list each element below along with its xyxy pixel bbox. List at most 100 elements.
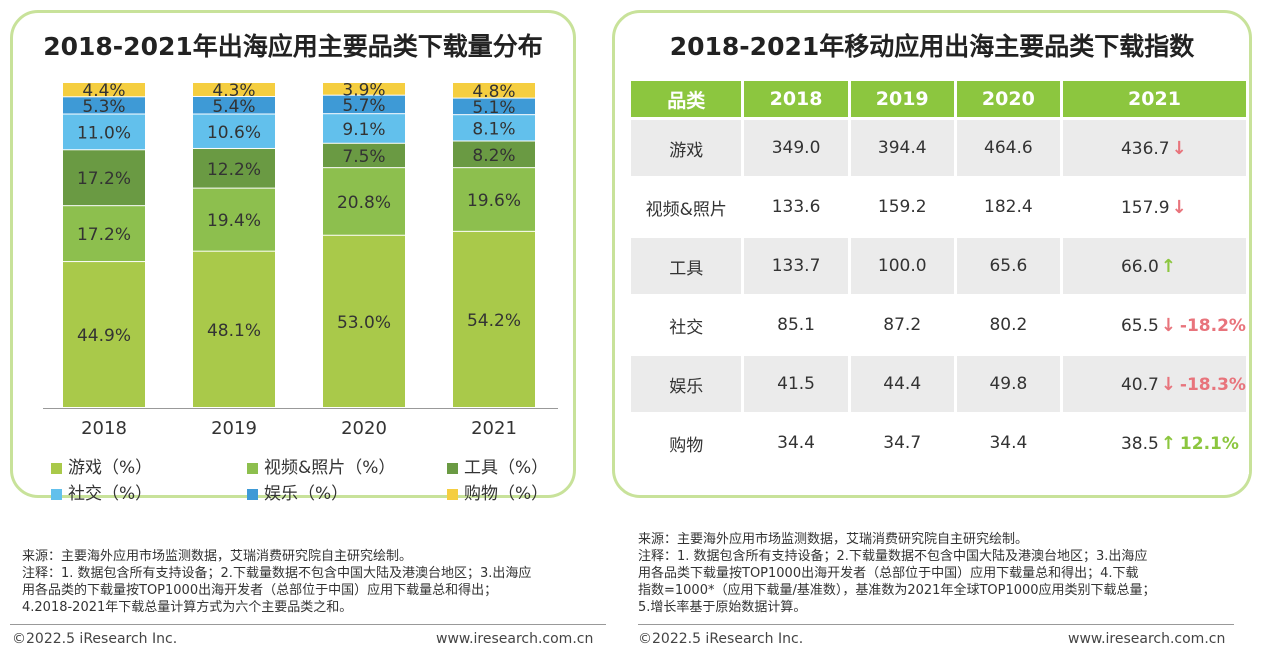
legend-label-video: 视频&照片（%）	[264, 458, 396, 478]
header-2018: 2018	[742, 81, 851, 120]
cell-2020: 49.8	[955, 354, 1063, 415]
table-row: 娱乐 41.5 44.4 49.8 40.7 ↓ -18.3%	[631, 354, 1250, 415]
value-2021: 65.5	[1120, 315, 1159, 336]
data-label: 12.2%	[207, 160, 261, 180]
data-label: 5.3%	[82, 97, 125, 117]
value-2021: 436.7	[1120, 138, 1170, 159]
left-footer-copyright: ©2022.5 iResearch Inc.	[12, 631, 178, 647]
x-tick-label: 2020	[341, 418, 387, 439]
data-label: 54.2%	[467, 311, 521, 331]
cell-2019: 394.4	[849, 118, 957, 179]
cell-2019: 34.7	[849, 413, 957, 474]
value-2021: 157.9	[1120, 197, 1170, 218]
data-label: 8.1%	[472, 119, 515, 139]
arrow-up-icon: ↑	[1160, 255, 1176, 277]
legend-item-ent: 娱乐（%）	[247, 479, 348, 504]
arrow-down-icon: ↓	[1160, 373, 1176, 395]
index-table-title: 2018-2021年移动应用出海主要品类下载指数	[669, 32, 1195, 61]
legend-item-video: 视频&照片（%）	[247, 453, 395, 478]
value-2021: 40.7	[1120, 374, 1159, 395]
data-label: 5.4%	[212, 97, 255, 117]
table-row: 工具 133.7 100.0 65.6 66.0 ↑	[631, 236, 1250, 297]
legend-swatch-video	[247, 462, 258, 474]
bar-segment	[63, 262, 145, 407]
bar-segment	[453, 83, 535, 98]
left-note-source: 来源：主要海外应用市场监测数据，艾瑞消费研究院自主研究绘制。	[22, 549, 413, 564]
arrow-up-icon: ↑	[1160, 432, 1176, 454]
data-label: 19.4%	[207, 211, 261, 231]
bar-segment	[323, 235, 405, 407]
table-body: 游戏 349.0 394.4 464.6 436.7 ↓ 视频&照片 133.6 159.2 18…	[631, 118, 1250, 474]
bar-segment	[193, 96, 275, 114]
right-footer-divider	[638, 624, 1234, 625]
header-2021: 2021	[1061, 81, 1250, 120]
left-footer-divider	[10, 624, 606, 625]
bar-segment	[193, 114, 275, 148]
data-label: 4.3%	[212, 81, 255, 101]
legend-item-shop: 购物（%）	[447, 479, 548, 504]
legend-label-ent: 娱乐（%）	[264, 484, 349, 504]
bar-segment	[193, 83, 275, 96]
cell-category: 娱乐	[631, 354, 745, 415]
legend-item-game: 游戏（%）	[51, 453, 152, 478]
data-label: 9.1%	[342, 120, 385, 140]
legend-label-social: 社交（%）	[68, 484, 153, 504]
data-label: 20.8%	[337, 193, 391, 213]
left-note-line: 注释：1. 数据包含所有支持设备；2.下载量数据不包含中国大陆及港澳台地区；3.…	[22, 566, 532, 581]
data-label: 11.0%	[77, 123, 131, 143]
left-footer-url: www.iresearch.com.cn	[436, 631, 594, 647]
header-category: 品类	[631, 81, 745, 120]
cell-2019: 100.0	[849, 236, 957, 297]
cell-2020: 65.6	[955, 236, 1063, 297]
header-2020: 2020	[955, 81, 1063, 120]
right-note-line: 指数=1000*（应用下载量/基准数），基准数为2021年全球TOP1000应用…	[638, 583, 1156, 598]
cell-category: 购物	[631, 413, 745, 474]
bar-segment	[323, 83, 405, 95]
bar-segment	[323, 95, 405, 114]
right-note-line: 用各品类下载量按TOP1000出海开发者（总部位于中国）应用下载量总和得出；4.…	[638, 566, 1139, 581]
cell-category: 社交	[631, 295, 745, 356]
bar-segment	[193, 188, 275, 251]
growth-rate: -18.2%	[1179, 315, 1246, 336]
right-note-source: 来源：主要海外应用市场监测数据，艾瑞消费研究院自主研究绘制。	[638, 532, 1029, 547]
cell-2018: 133.7	[742, 236, 851, 297]
legend-label-game: 游戏（%）	[68, 458, 153, 478]
bar-segment	[453, 231, 535, 407]
bar-segment	[453, 141, 535, 168]
table-row: 社交 85.1 87.2 80.2 65.5 ↓ -18.2%	[631, 295, 1250, 356]
bar-segment	[453, 98, 535, 115]
value-2021: 66.0	[1120, 256, 1159, 277]
table-row: 游戏 349.0 394.4 464.6 436.7 ↓	[631, 118, 1250, 179]
data-label: 7.5%	[342, 147, 385, 167]
index-table: 品类 2018 2019 2020 2021 游戏 349.0 394.4 464.6…	[631, 81, 1250, 474]
legend-swatch-tool	[447, 462, 458, 474]
left-note-line: 用各品类的下载量按TOP1000出海开发者（总部位于中国）应用下载量总和得出；	[22, 583, 498, 598]
right-notes: 来源：主要海外应用市场监测数据，艾瑞消费研究院自主研究绘制。 注释：1. 数据包…	[638, 531, 1258, 616]
header-2019: 2019	[849, 81, 957, 120]
cell-2018: 349.0	[742, 118, 851, 179]
legend-label-shop: 购物（%）	[464, 484, 549, 504]
cell-2018: 41.5	[742, 354, 851, 415]
cell-2021: 40.7 ↓ -18.3%	[1061, 354, 1250, 415]
bar-segment	[63, 114, 145, 150]
right-footer-url: www.iresearch.com.cn	[1068, 631, 1226, 647]
arrow-down-icon: ↓	[1160, 314, 1176, 336]
legend-label-tool: 工具（%）	[464, 458, 549, 478]
table-row: 视频&照片 133.6 159.2 182.4 157.9 ↓	[631, 177, 1250, 238]
data-label: 3.9%	[342, 80, 385, 100]
data-label: 5.1%	[472, 98, 515, 118]
cell-2021: 157.9 ↓	[1061, 177, 1250, 238]
bar-segment	[63, 150, 145, 206]
cell-2021: 65.5 ↓ -18.2%	[1061, 295, 1250, 356]
cell-2020: 464.6	[955, 118, 1063, 179]
table-row: 购物 34.4 34.7 34.4 38.5 ↑ 12.1%	[631, 413, 1250, 474]
bar-segment	[453, 168, 535, 231]
legend-swatch-shop	[447, 488, 458, 500]
stacked-bar-chart: 44.9% 17.2% 17.2% 11.0% 5.3%4.4% 2018 48.1% 19.…	[43, 80, 558, 439]
cell-2021: 66.0 ↑	[1061, 236, 1250, 297]
bar-segment	[63, 206, 145, 262]
growth-rate: -18.3%	[1179, 374, 1246, 395]
data-label: 4.8%	[472, 82, 515, 102]
bar-segment	[323, 143, 405, 168]
right-note-line: 5.增长率基于原始数据计算。	[638, 600, 807, 615]
